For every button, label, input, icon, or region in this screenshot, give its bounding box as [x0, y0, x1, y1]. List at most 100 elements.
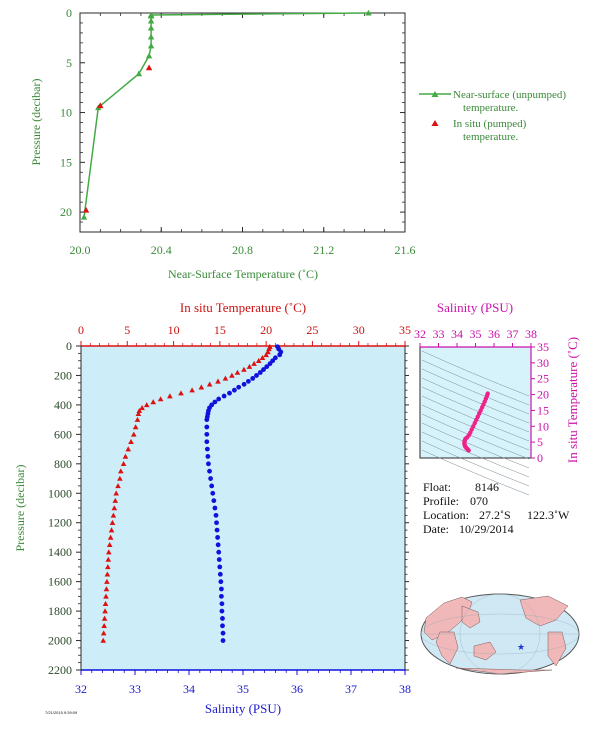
temperature-point: [120, 461, 127, 467]
near-surface-x-axis-title: Near-Surface Temperature (˚C): [168, 267, 318, 281]
temperature-point: [110, 512, 117, 518]
near-surface-data: [80, 9, 372, 220]
profile-plot-frame: [80, 345, 406, 671]
pressure-tick-label: 1600: [48, 575, 72, 589]
salinity-tick-label: 33: [129, 682, 141, 696]
temperature-point: [215, 378, 221, 384]
float-info: Float: 8146 Profile: 070 Location: 27.2˚…: [423, 480, 570, 536]
temperature-point: [134, 416, 141, 422]
in-situ-point: [82, 206, 90, 213]
temperature-point: [251, 360, 257, 366]
location-lat: 27.2˚S: [479, 508, 511, 522]
location-lon: 122.3˚W: [527, 508, 570, 522]
salinity-point: [231, 387, 237, 393]
profile-value: 070: [470, 494, 488, 508]
temperature-point: [206, 381, 213, 387]
profile-data: [100, 343, 284, 643]
salinity-tick-label: 35: [237, 682, 249, 696]
near-surface-x-tick-label: 20.8: [232, 243, 253, 257]
temperature-point: [104, 578, 110, 584]
temperature-point: [103, 586, 110, 592]
temperature-tick-label: 25: [306, 323, 318, 337]
near-surface-legend: Near-surface (unpumped) temperature. In …: [419, 89, 566, 143]
legend-triangle-label-2: temperature.: [463, 131, 519, 143]
temperature-tick-label: 20: [260, 323, 272, 337]
temperature-point: [122, 453, 129, 459]
ts-data: [462, 391, 490, 453]
temperature-point: [135, 410, 142, 416]
salinity-point: [220, 623, 225, 629]
ts-temperature-tick-label: 5: [537, 435, 543, 449]
profile-label: Profile:: [423, 494, 459, 508]
ts-salinity-axis-title: Salinity (PSU): [437, 300, 513, 315]
float-value: 8146: [475, 480, 499, 494]
temperature-point: [105, 556, 112, 562]
pressure-tick-label: 600: [54, 427, 72, 441]
near-surface-y-tick-label: 5: [66, 56, 72, 70]
timestamp-stamp: 7/21/2015 9:39:09: [45, 710, 78, 715]
temperature-point: [125, 446, 132, 452]
land-antarctica: [455, 667, 553, 675]
ts-salinity-tick-label: 35: [470, 327, 482, 341]
date-label: Date:: [423, 522, 449, 536]
temperature-point: [266, 346, 272, 352]
temperature-point: [106, 542, 113, 548]
salinity-point: [216, 549, 222, 555]
salinity-point: [206, 461, 211, 467]
temperature-point: [102, 608, 108, 614]
near-surface-y-tick-label: 20: [60, 205, 72, 219]
density-contour: [421, 359, 530, 406]
temperature-point: [178, 390, 184, 396]
temperature-tick-label: 15: [214, 323, 226, 337]
temperature-point: [112, 497, 119, 503]
salinity-point: [267, 361, 273, 367]
salinity-point: [213, 512, 219, 518]
float-label: Float:: [423, 480, 451, 494]
ts-temperature-tick-label: 30: [537, 356, 549, 370]
temperature-point: [222, 375, 229, 381]
temperature-point: [104, 571, 111, 577]
temperature-axis-title: In situ Temperature (˚C): [180, 300, 306, 315]
salinity-point: [204, 417, 210, 423]
profile-ticks: 0 5 10 15 20 25 30 35 32 33 34 35 36 37 38 0 200 400 600 80…: [48, 323, 411, 696]
ts-temperature-tick-label: 25: [537, 372, 549, 386]
salinity-point: [261, 367, 266, 372]
temperature-point: [107, 534, 114, 540]
salinity-point: [205, 454, 211, 459]
ts-temperature-axis-title: In situ Temperature (˚C): [565, 337, 580, 463]
salinity-point: [219, 593, 224, 599]
salinity-tick-label: 38: [399, 682, 411, 696]
salinity-point: [216, 396, 222, 402]
pressure-tick-label: 1400: [48, 545, 72, 559]
temperature-point: [113, 490, 119, 496]
temperature-point: [259, 354, 266, 361]
near-surface-point: [147, 12, 155, 19]
salinity-axis-title: Salinity (PSU): [205, 701, 281, 716]
near-surface-x-tick-label: 20.0: [70, 243, 91, 257]
temperature-point: [109, 519, 116, 525]
date-value: 10/29/2014: [459, 522, 514, 536]
density-contour: [421, 440, 530, 487]
salinity-point: [204, 424, 210, 430]
temperature-point: [111, 505, 118, 511]
profile-chart: 0 5 10 15 20 25 30 35 32 33 34 35 36 37 38 0 200 400 600 80…: [13, 300, 411, 716]
near-surface-point: [145, 52, 153, 59]
ts-salinity-tick-label: 34: [451, 327, 463, 341]
near-surface-ticks: 20.0 20.4 20.8 21.2 21.6 0 5 10 15 20: [60, 6, 416, 257]
near-surface-x-tick-label: 21.6: [395, 243, 416, 257]
ts-salinity-tick-label: 37: [507, 327, 519, 341]
salinity-point: [204, 439, 210, 445]
salinity-tick-label: 32: [75, 682, 87, 696]
map-land: [423, 595, 569, 675]
temperature-tick-label: 30: [353, 323, 365, 337]
salinity-tick-label: 36: [291, 682, 303, 696]
salinity-point: [210, 490, 216, 496]
salinity-point: [208, 476, 214, 481]
near-surface-y-tick-label: 10: [60, 106, 72, 120]
temperature-point: [130, 431, 137, 437]
temperature-point: [139, 405, 145, 411]
temperature-point: [100, 630, 107, 636]
